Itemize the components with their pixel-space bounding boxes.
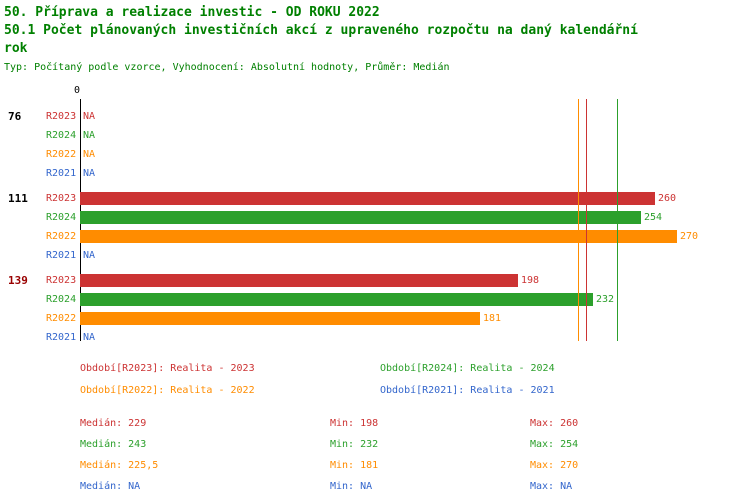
stat-max: Max: 260: [530, 418, 579, 429]
bar-zone: 198: [80, 274, 539, 287]
bar-rows: 76 R2023 NA R2024 NA R2022: [0, 107, 750, 353]
bar: [80, 293, 593, 306]
series-label: R2023: [46, 111, 77, 122]
bar-group-139: 139 R2023 198 R2024 232 R2022: [0, 271, 750, 347]
bar-row: 76 R2023 NA: [0, 107, 750, 126]
stat-min: Min: NA: [330, 481, 373, 492]
bar: [80, 211, 641, 224]
legend-item-r2024: Období[R2024]: Realita - 2024: [380, 363, 555, 374]
bar: [80, 192, 655, 205]
bar: [80, 230, 677, 243]
bar-group-111: 111 R2023 260 R2024 254 R2022: [0, 189, 750, 265]
legend-item-r2022: Období[R2022]: Realita - 2022: [80, 385, 255, 396]
series-label: R2024: [46, 130, 77, 141]
series-label: R2023: [46, 193, 77, 204]
bar-zone: NA: [80, 129, 95, 142]
stats-panel: Medián: 229 Min: 198 Max: 260 Medián: 24…: [0, 417, 750, 494]
series-label: R2022: [46, 313, 77, 324]
series-label: R2021: [46, 250, 77, 261]
bar-zone: NA: [80, 110, 95, 123]
bar-zone: 260: [80, 192, 676, 205]
chart-meta: Typ: Počítaný podle vzorce, Vyhodnocení:…: [4, 62, 450, 73]
series-label: R2024: [46, 294, 77, 305]
stat-min: Min: 181: [330, 460, 379, 471]
bar-value-label: 181: [483, 313, 502, 324]
bar-value-label: 198: [521, 275, 540, 286]
group-label: 139: [8, 274, 28, 287]
group-label: 76: [8, 110, 22, 123]
bar-row: R2022 270: [0, 227, 750, 246]
bar-value-label: NA: [83, 250, 96, 261]
bar-zone: NA: [80, 148, 95, 161]
bar-value-label: NA: [83, 149, 96, 160]
stat-median: Medián: 225,5: [80, 460, 159, 471]
bar-row: R2024 254: [0, 208, 750, 227]
stats-row-r2022: Medián: 225,5 Min: 181 Max: 270: [80, 459, 750, 473]
bar-value-label: 232: [596, 294, 615, 305]
stat-median: Medián: NA: [80, 481, 141, 492]
stat-median: Medián: 243: [80, 439, 147, 450]
stats-row-r2023: Medián: 229 Min: 198 Max: 260: [80, 417, 750, 431]
bar-row: R2021 NA: [0, 328, 750, 347]
stats-row-r2024: Medián: 243 Min: 232 Max: 254: [80, 438, 750, 452]
series-label: R2024: [46, 212, 77, 223]
bar-zone: 254: [80, 211, 662, 224]
bar-value-label: NA: [83, 168, 96, 179]
bar-row: R2022 181: [0, 309, 750, 328]
stats-row-r2021: Medián: NA Min: NA Max: NA: [80, 480, 750, 494]
bar-chart: 0 76 R2023 NA R2024 NA: [0, 85, 750, 347]
bar-zone: NA: [80, 249, 95, 262]
chart-subtitle: 50.1 Počet plánovaných investičních akcí…: [4, 23, 638, 56]
bar-row: R2022 NA: [0, 145, 750, 164]
chart-header: 50. Příprava a realizace investic - OD R…: [0, 0, 750, 75]
bar-value-label: NA: [83, 332, 96, 343]
series-label: R2021: [46, 332, 77, 343]
bar-value-label: 260: [658, 193, 677, 204]
bar-zone: NA: [80, 331, 95, 344]
bar-value-label: NA: [83, 111, 96, 122]
bar-group-76: 76 R2023 NA R2024 NA R2022: [0, 107, 750, 183]
bar-zone: 181: [80, 312, 501, 325]
stat-min: Min: 232: [330, 439, 379, 450]
bar-row: R2024 232: [0, 290, 750, 309]
bar-value-label: NA: [83, 130, 96, 141]
bar-value-label: 270: [680, 231, 699, 242]
bar-row: 139 R2023 198: [0, 271, 750, 290]
group-label: 111: [8, 192, 28, 205]
bar-row: R2024 NA: [0, 126, 750, 145]
stat-median: Medián: 229: [80, 418, 147, 429]
bar-value-label: 254: [644, 212, 663, 223]
bar-row: R2021 NA: [0, 164, 750, 183]
bar-zone: NA: [80, 167, 95, 180]
bar-row: 111 R2023 260: [0, 189, 750, 208]
legend: Období[R2023]: Realita - 2023 Období[R20…: [0, 361, 750, 399]
bar-zone: 270: [80, 230, 698, 243]
series-label: R2021: [46, 168, 77, 179]
legend-item-r2023: Období[R2023]: Realita - 2023: [80, 363, 255, 374]
legend-item-r2021: Období[R2021]: Realita - 2021: [380, 385, 555, 396]
stat-max: Max: NA: [530, 481, 573, 492]
bar: [80, 274, 518, 287]
x-axis-zero-label: 0: [74, 85, 81, 96]
chart-title: 50. Příprava a realizace investic - OD R…: [4, 5, 380, 20]
stat-min: Min: 198: [330, 418, 379, 429]
series-label: R2022: [46, 231, 77, 242]
stat-max: Max: 270: [530, 460, 579, 471]
series-label: R2022: [46, 149, 77, 160]
bar-row: R2021 NA: [0, 246, 750, 265]
bar-zone: 232: [80, 293, 614, 306]
stat-max: Max: 254: [530, 439, 579, 450]
bar: [80, 312, 480, 325]
series-label: R2023: [46, 275, 77, 286]
